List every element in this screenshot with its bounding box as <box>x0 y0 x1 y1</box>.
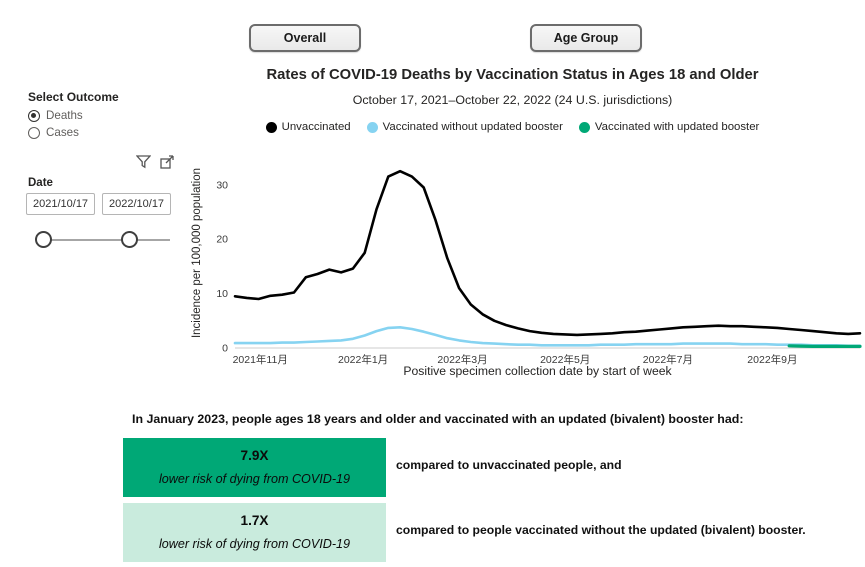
slider-handle-start[interactable] <box>35 231 52 248</box>
x-axis-label: Positive specimen collection date by sta… <box>403 364 672 378</box>
legend-item-unvaccinated: Unvaccinated <box>265 121 351 133</box>
risk-caption: lower risk of dying from COVID-19 <box>158 472 351 486</box>
legend-dot-unvaccinated <box>265 121 277 133</box>
svg-text:2022年7月: 2022年7月 <box>643 353 693 366</box>
slider-handle-end[interactable] <box>121 231 138 248</box>
risk-multiplier-value: 1.7X <box>240 513 269 528</box>
risk-card-no-booster: 1.7X lower risk of dying from COVID-19 <box>123 503 386 562</box>
legend-dot-vaccinated-no-booster <box>366 121 378 133</box>
risk-multiplier-value: 7.9X <box>240 448 269 463</box>
risk-note-unvaccinated: compared to unvaccinated people, and <box>396 458 622 472</box>
risk-note-no-booster: compared to people vaccinated without th… <box>396 523 806 537</box>
svg-text:2022年1月: 2022年1月 <box>338 353 388 366</box>
filter-icon[interactable] <box>136 155 151 169</box>
svg-text:2021年11月: 2021年11月 <box>233 353 288 366</box>
callout-intro-text: In January 2023, people ages 18 years an… <box>132 412 744 426</box>
line-chart: 0 10 20 30 2021年11月 2022年1月 2022年3月 2022年5月 2022… <box>216 169 862 366</box>
slider-track[interactable] <box>36 239 170 241</box>
svg-text:20: 20 <box>216 234 228 246</box>
legend-dot-vaccinated-booster <box>578 121 590 133</box>
legend-label: Unvaccinated <box>281 121 351 133</box>
svg-text:2022年9月: 2022年9月 <box>747 353 797 366</box>
legend-item-vaccinated-booster: Vaccinated with updated booster <box>578 121 760 133</box>
radio-unselected-icon[interactable] <box>28 126 40 139</box>
page-title: Rates of COVID-19 Deaths by Vaccination … <box>266 67 759 83</box>
radio-label: Cases <box>46 126 79 139</box>
date-range-slider[interactable] <box>34 231 170 249</box>
legend-item-vaccinated-no-booster: Vaccinated without updated booster <box>366 121 563 133</box>
svg-text:30: 30 <box>216 179 228 191</box>
risk-card-unvaccinated: 7.9X lower risk of dying from COVID-19 <box>123 438 386 497</box>
risk-caption: lower risk of dying from COVID-19 <box>158 537 351 551</box>
radio-label: Deaths <box>46 109 83 122</box>
date-end-input[interactable] <box>102 193 171 215</box>
select-outcome-label: Select Outcome <box>28 90 119 104</box>
legend-label: Vaccinated with updated booster <box>594 121 760 133</box>
date-label: Date <box>28 177 53 189</box>
svg-text:0: 0 <box>222 343 228 355</box>
slicer-toolbar <box>136 155 175 169</box>
page-subtitle: October 17, 2021–October 22, 2022 (24 U.… <box>352 93 673 107</box>
radio-selected-icon[interactable] <box>28 109 40 122</box>
svg-text:2022年5月: 2022年5月 <box>540 353 590 366</box>
overall-button[interactable]: Overall <box>249 24 361 52</box>
chart-legend: Unvaccinated Vaccinated without updated … <box>180 121 845 133</box>
svg-text:2022年3月: 2022年3月 <box>437 353 487 366</box>
outcome-radio-cases[interactable]: Cases <box>28 126 79 139</box>
y-axis-label: Incidence per 100,000 population <box>191 167 203 339</box>
age-group-button[interactable]: Age Group <box>530 24 642 52</box>
outcome-radio-deaths[interactable]: Deaths <box>28 109 83 122</box>
date-start-input[interactable] <box>26 193 95 215</box>
popout-icon[interactable] <box>160 155 175 169</box>
svg-text:10: 10 <box>216 288 228 300</box>
legend-label: Vaccinated without updated booster <box>382 121 563 133</box>
